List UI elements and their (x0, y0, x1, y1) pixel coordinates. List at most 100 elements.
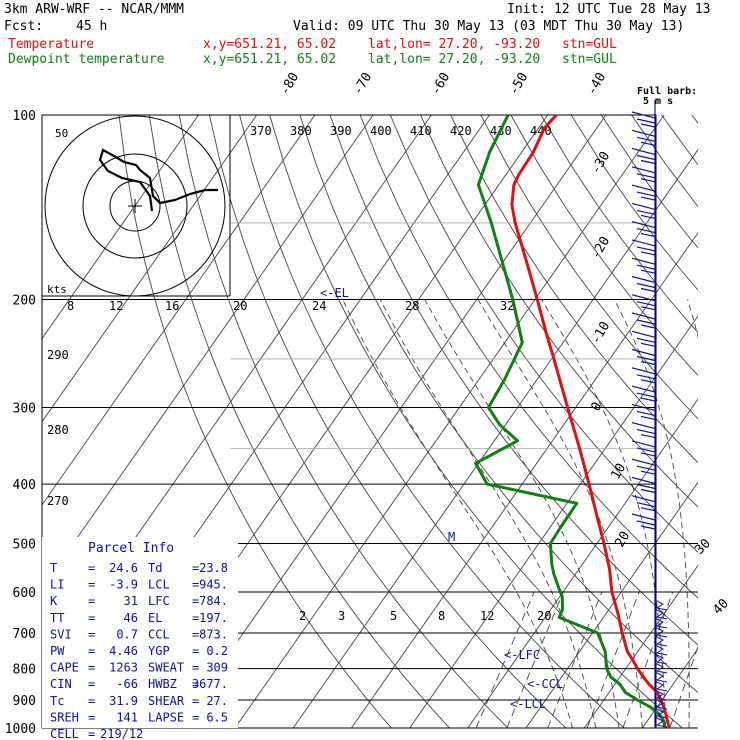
dry-adiabat-line (359, 115, 698, 599)
temperature-line (510, 113, 671, 729)
wind-barb (654, 644, 668, 656)
isotherm-label: -30 (588, 149, 613, 177)
parcel-field-value: 23.8 (199, 561, 228, 575)
wind-barb (654, 680, 668, 692)
parcel-field-value: 945. (199, 578, 228, 592)
parcel-field-value: 31 (124, 594, 138, 608)
isotherm-label: 0 (588, 400, 605, 414)
mixing-ratio-label: 3 (338, 609, 345, 623)
wind-barb (631, 422, 656, 439)
isotherm-line (701, 115, 740, 728)
parcel-field-value: 31.9 (109, 694, 138, 708)
parcel-field-label: PW (50, 644, 65, 658)
pressure-label: 100 (13, 109, 36, 124)
pressure-label: 900 (13, 694, 36, 709)
chart-header: 3km ARW-WRF -- NCAR/MMM Init: 12 UTC Tue… (0, 0, 740, 70)
parcel-field-equals: = (192, 578, 199, 592)
isotherm-line (42, 115, 374, 589)
wind-barb (631, 202, 656, 219)
parcel-cell-label: CELL (50, 727, 79, 740)
parcel-field-label: EL (148, 611, 162, 625)
dry-adiabat-line (420, 115, 698, 508)
wind-barb (631, 495, 656, 512)
parcel-field-equals: = (88, 694, 95, 708)
parcel-field-label: LAPSE (148, 710, 184, 724)
mixing-ratio-line (669, 645, 698, 728)
parcel-field-label: CCL (148, 627, 170, 641)
parcel-field-label: TT (50, 611, 64, 625)
wind-barb (631, 166, 656, 183)
temperature-legend: Temperature (8, 37, 95, 52)
pressure-label: 300 (13, 401, 36, 416)
hodograph-speed-label: 12 (109, 299, 123, 313)
parcel-field-value: 0.7 (116, 627, 138, 641)
wind-barb (654, 671, 668, 683)
dry-adiabat-line (118, 115, 392, 728)
isotherm-label: 30 (692, 536, 714, 558)
isotherm-label: -20 (588, 234, 613, 262)
wind-barb (631, 476, 656, 494)
dewpoint-legend: Dewpoint temperature (8, 52, 165, 67)
parcel-field-value: 24.6 (109, 561, 138, 575)
hodograph-speed-labels: 8 12 16 20 24 28 32 (67, 299, 514, 313)
wind-barb (631, 111, 656, 128)
mixing-ratio-labels: 2 3 5 8 12 20 (299, 609, 551, 623)
parcel-field-equals: = (192, 710, 199, 724)
wind-barb (654, 617, 668, 629)
dry-adiabat-label: 390 (330, 124, 352, 138)
dry-adiabat-label: 270 (47, 494, 69, 508)
temperature-latlon: lat,lon= 27.20, -93.20 (368, 37, 541, 52)
mixing-ratio-label: 5 (390, 609, 397, 623)
ccl-marker: <-CCL (527, 677, 563, 691)
isotherm-line (642, 647, 698, 728)
dry-adiabat-line (450, 115, 698, 464)
temperature-station: stn=GUL (562, 37, 617, 52)
parcel-field-label: LFC (148, 594, 170, 608)
wind-barb (631, 312, 656, 329)
pressure-label: 700 (13, 627, 36, 642)
pressure-label: 800 (13, 663, 36, 678)
wind-barb (654, 626, 668, 638)
pressure-label: 200 (13, 294, 36, 309)
parcel-field-equals: = (192, 594, 199, 608)
wind-barb (654, 689, 668, 701)
parcel-field-label: Td (148, 561, 162, 575)
isotherm-label: -60 (428, 70, 453, 98)
wind-barb (631, 294, 656, 311)
wind-barb (631, 129, 656, 146)
isotherm-label: -50 (506, 70, 531, 98)
parcel-field-label: Tc (50, 694, 64, 708)
dry-adiabat-label: 420 (450, 124, 472, 138)
isotherm-label: -70 (350, 70, 375, 98)
mixing-ratio-label: 2 (299, 609, 306, 623)
hodograph-speed-label: 20 (233, 299, 247, 313)
mixing-ratio-line (475, 591, 535, 728)
dry-adiabat-line (148, 115, 450, 728)
wind-barb (654, 698, 668, 710)
parcel-info-title: Parcel Info (88, 541, 174, 556)
dry-adiabat-line (269, 115, 683, 728)
mixing-ratio-line (586, 591, 640, 728)
wind-barb (631, 367, 656, 384)
wind-barb (654, 599, 668, 611)
wind-barb (631, 275, 656, 293)
dry-adiabat-label: 410 (410, 124, 432, 138)
parcel-cell-value: 219/12 (100, 727, 143, 740)
parcel-field-equals: = (192, 661, 199, 675)
mixing-ratio-label: 8 (438, 609, 445, 623)
parcel-field-equals: = (88, 677, 95, 691)
barb-legend-title: Full barb: (637, 86, 697, 97)
parcel-field-equals: = (88, 727, 95, 740)
parcel-field-label: LCL (148, 578, 170, 592)
hodograph-ring-middle (82, 153, 188, 259)
parcel-field-label: HWBZ (148, 677, 177, 691)
wind-barb (631, 257, 656, 274)
wind-barb (631, 513, 656, 530)
parcel-field-label: SWEAT (148, 661, 184, 675)
parcel-field-value: 0.2 (206, 644, 228, 658)
dry-adiabat-label: 280 (47, 423, 69, 437)
wind-barb (631, 147, 656, 165)
barb-legend-value: 5 m s (643, 96, 673, 107)
dewpoint-line (474, 114, 666, 729)
